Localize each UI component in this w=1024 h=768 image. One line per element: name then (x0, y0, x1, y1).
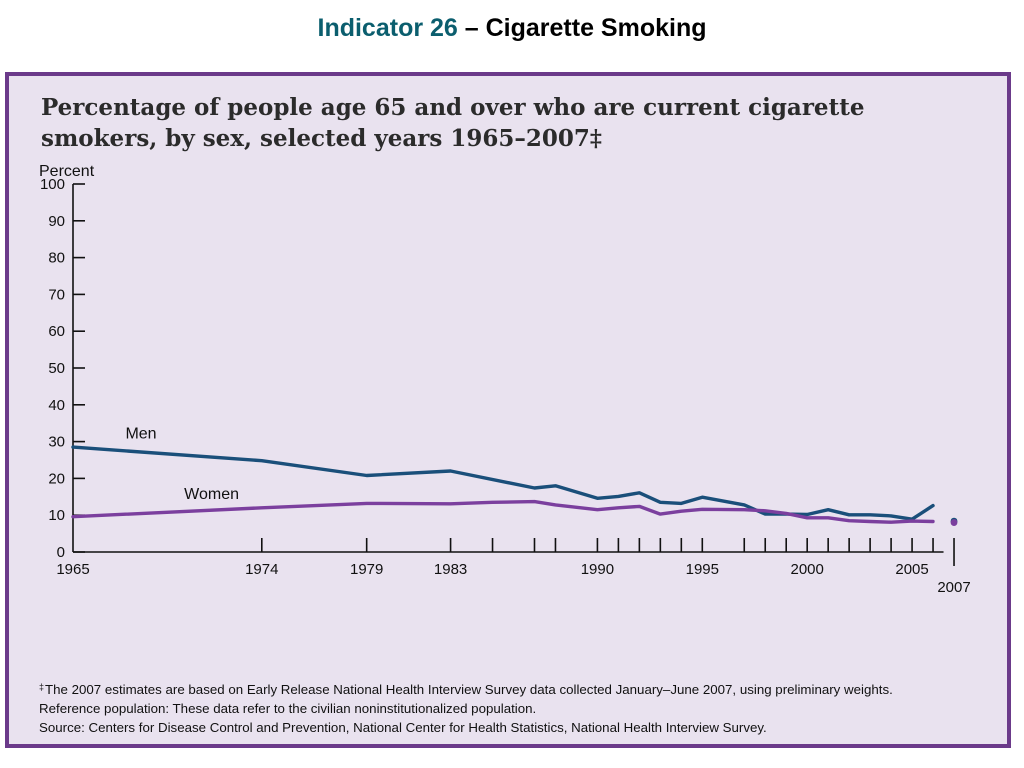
footnote-reference-population: Reference population: These data refer t… (39, 701, 537, 716)
y-tick-label-60: 60 (48, 323, 65, 340)
x-tick-label-1965: 1965 (56, 561, 89, 578)
x-tick-label-2000: 2000 (790, 561, 823, 578)
x-tick-label-1974: 1974 (245, 561, 278, 578)
footnote-source: Source: Centers for Disease Control and … (39, 720, 767, 735)
y-tick-label-70: 70 (48, 286, 65, 303)
x-tick-label-1979: 1979 (350, 561, 383, 578)
footnotes: ‡The 2007 estimates are based on Early R… (39, 678, 999, 737)
series-line-women (71, 499, 935, 524)
y-tick-label-40: 40 (48, 397, 65, 414)
chart-panel: Percentage of people age 65 and over who… (5, 72, 1011, 748)
y-tick-label-30: 30 (48, 434, 65, 451)
x-tick-label-1983: 1983 (434, 561, 467, 578)
footnote-2007-estimates: ‡The 2007 estimates are based on Early R… (39, 682, 893, 697)
point-2007-women (950, 519, 958, 526)
y-tick-label-0: 0 (57, 544, 65, 561)
chart-title: Percentage of people age 65 and over who… (41, 94, 865, 152)
y-tick-label-80: 80 (48, 250, 65, 267)
slide-title: Indicator 26 – Cigarette Smoking (0, 14, 1024, 43)
dagger-symbol: ‡ (39, 682, 45, 692)
series-label-women: Women (184, 486, 239, 503)
y-tick-label-50: 50 (48, 360, 65, 377)
y-tick-label-20: 20 (48, 470, 65, 487)
x-tick-label-2007: 2007 (937, 579, 970, 596)
x-tick-label-2005: 2005 (895, 561, 928, 578)
y-tick-label-10: 10 (48, 507, 65, 524)
slide-title-topic: – Cigarette Smoking (457, 14, 707, 42)
slide-title-indicator: Indicator 26 (317, 14, 458, 42)
y-tick-label-100: 100 (40, 176, 65, 193)
line-chart: Percent 0 10 20 30 40 50 60 70 80 90 100 1965 1974 197… (39, 163, 971, 596)
y-tick-label-90: 90 (48, 213, 65, 230)
series-label-men: Men (125, 426, 156, 443)
x-tick-label-1995: 1995 (686, 561, 719, 578)
x-tick-label-1990: 1990 (581, 561, 614, 578)
series-line-men (71, 445, 935, 521)
y-axis-label: Percent (39, 163, 95, 180)
